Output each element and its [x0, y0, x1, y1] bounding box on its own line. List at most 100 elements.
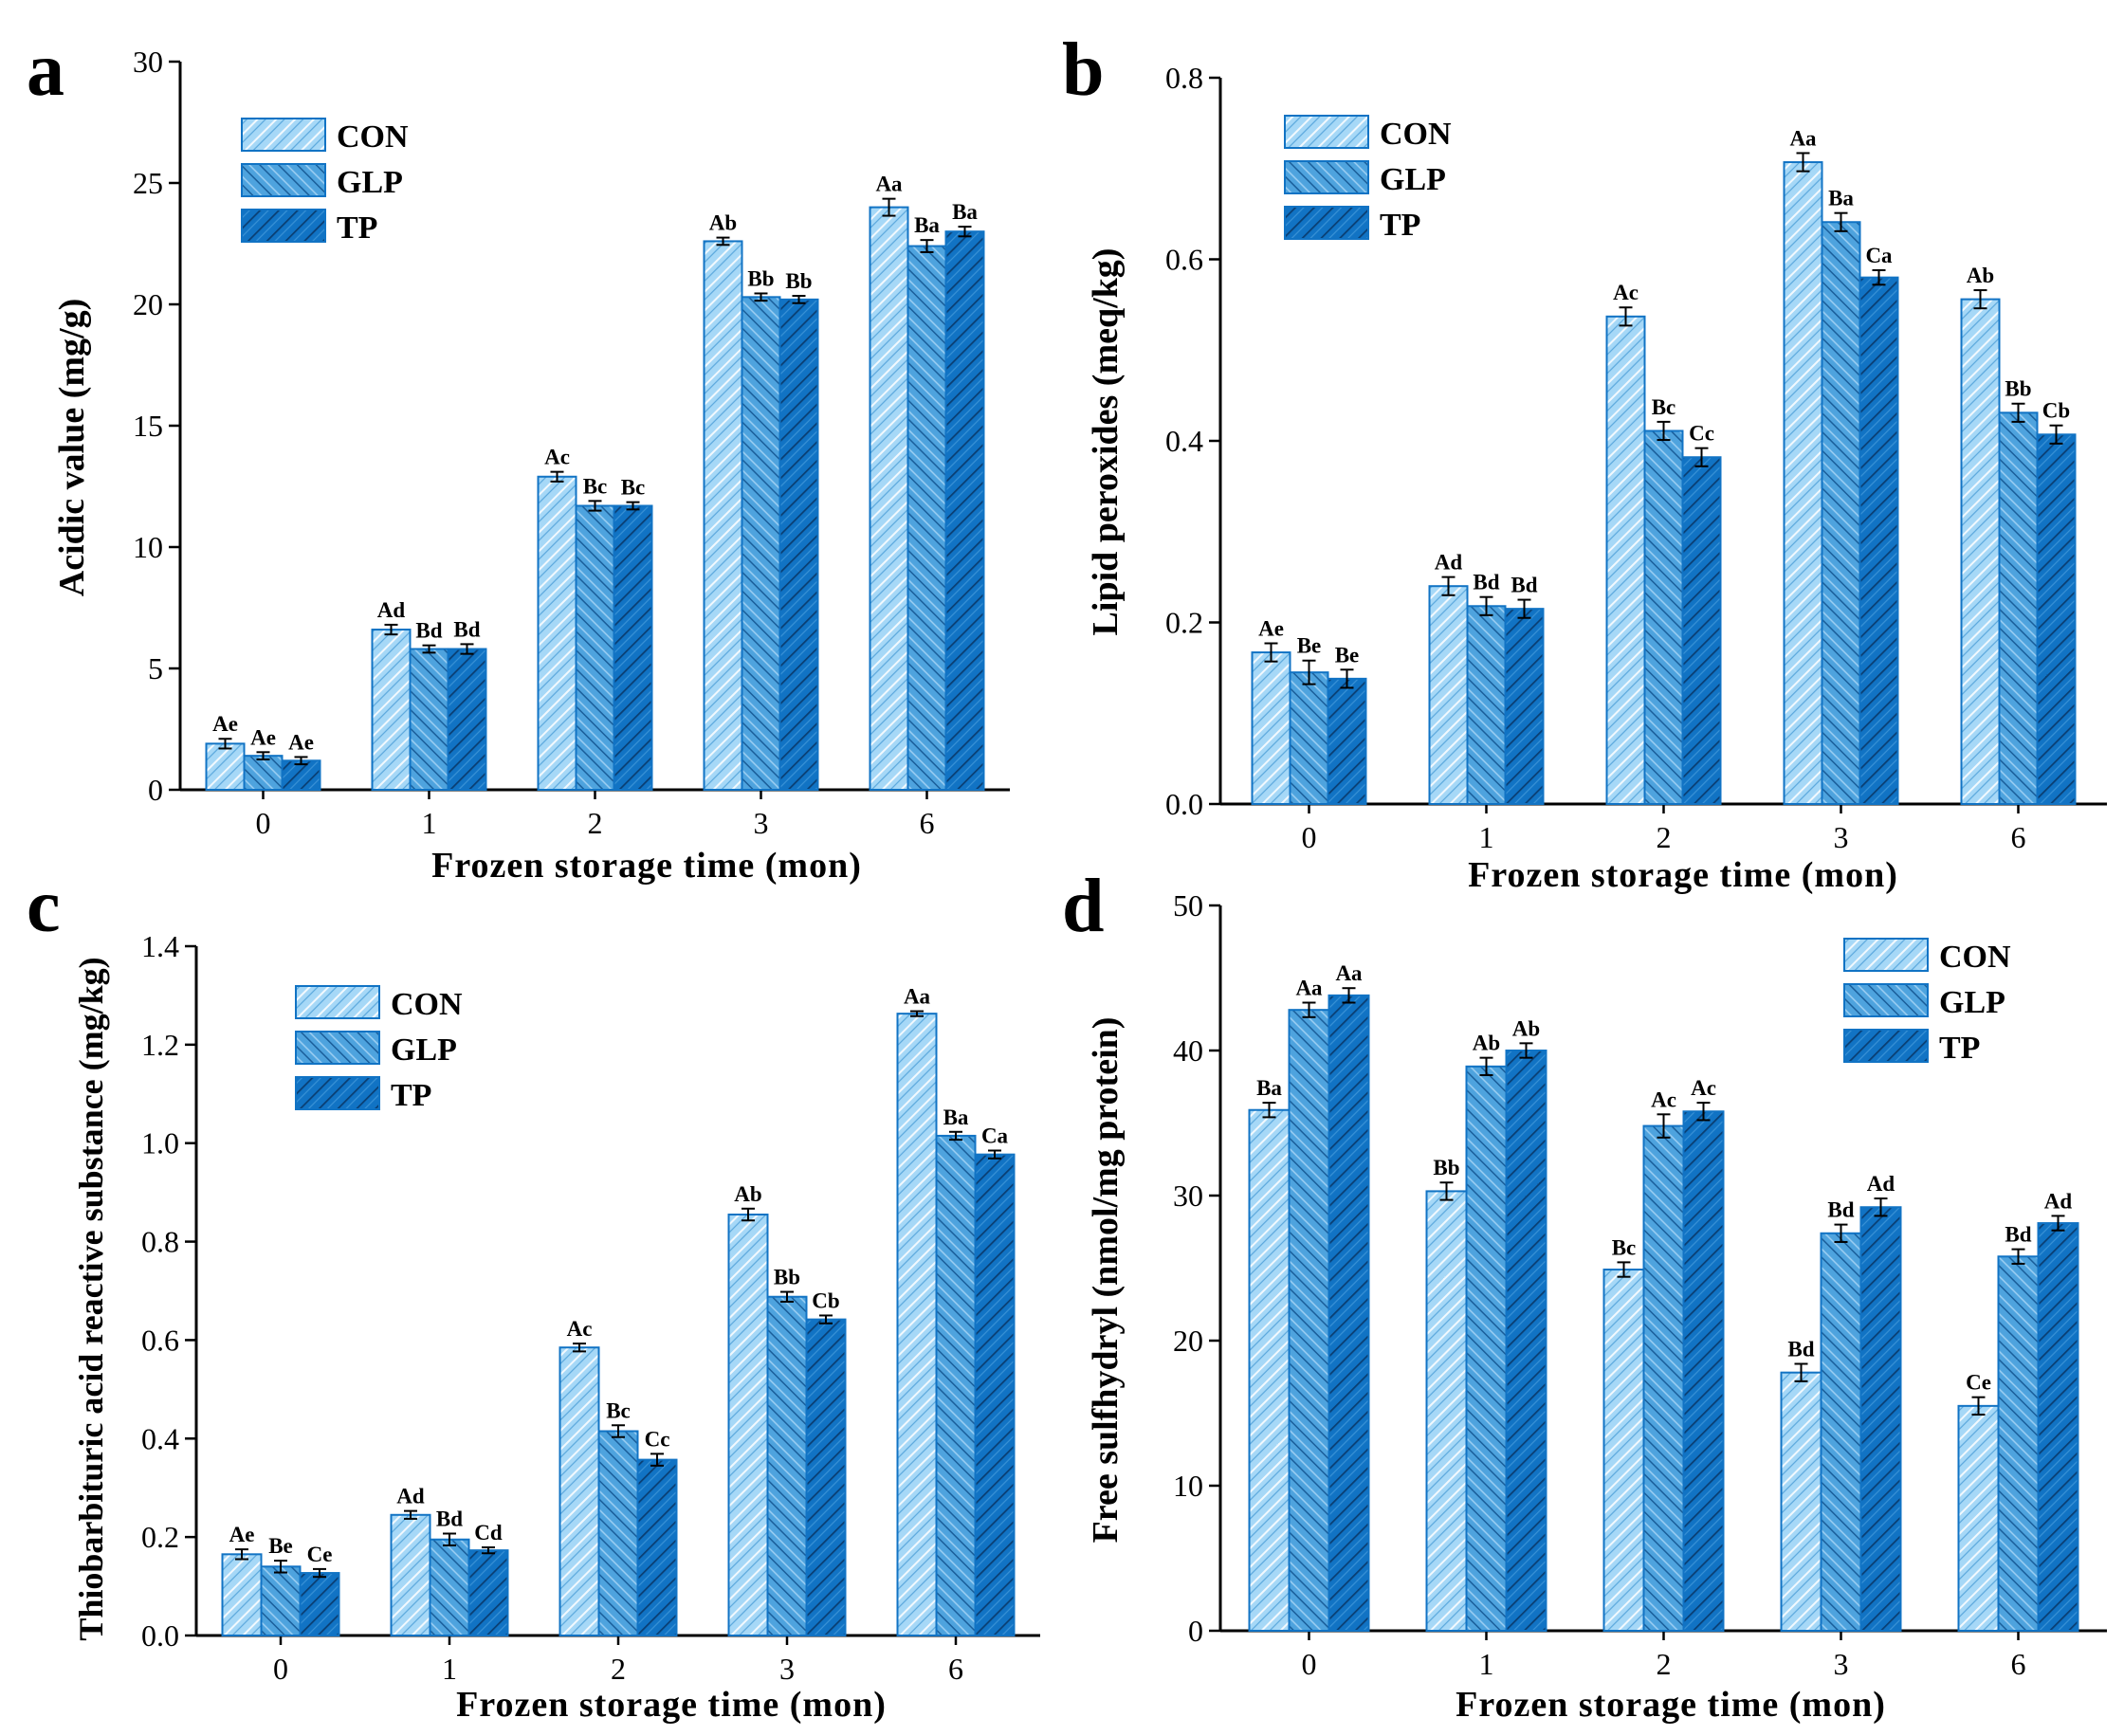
- data-label: Cc: [645, 1427, 670, 1451]
- bar-glp: [597, 1430, 639, 1637]
- legend-label: GLP: [1939, 985, 2005, 1020]
- data-label: Ad: [396, 1485, 425, 1508]
- data-label: Ca: [981, 1124, 1009, 1148]
- bar-glp: [575, 504, 615, 791]
- legend-label: GLP: [391, 1032, 457, 1068]
- legend: CON GLP TP: [1284, 115, 1452, 243]
- x-tick-label: 3: [779, 1652, 795, 1686]
- bar-tp: [613, 504, 653, 791]
- y-tick-label: 0.8: [141, 1225, 179, 1259]
- x-tick-label: 2: [1657, 1647, 1672, 1681]
- data-label: Ba: [943, 1106, 969, 1129]
- bar-glp: [906, 245, 947, 791]
- data-label: Cd: [474, 1521, 503, 1544]
- y-tick-label: 20: [133, 287, 163, 321]
- bar-glp: [935, 1134, 977, 1637]
- data-label: Aa: [1789, 126, 1817, 150]
- x-tick-label: 2: [611, 1652, 626, 1686]
- data-label: Ca: [1865, 244, 1893, 267]
- plot-area: 0 10 20 30 40 50 0 Ba Aa Aa 1 Bb Ab Ab 2 Bc Ac Ac 3 Bd Bd Ad 6…: [1173, 888, 2107, 1681]
- legend-swatch-glp: [241, 163, 326, 197]
- bar-con: [1248, 1108, 1291, 1632]
- x-tick-label: 6: [948, 1652, 963, 1686]
- bar-tp: [281, 759, 321, 792]
- legend-label: GLP: [1380, 162, 1446, 197]
- data-label: Bc: [1652, 395, 1676, 419]
- bar-con: [221, 1553, 263, 1637]
- x-tick-label: 1: [1479, 1647, 1494, 1681]
- data-label: Bb: [747, 266, 774, 290]
- bar-glp: [1288, 1009, 1330, 1633]
- bar-con: [727, 1214, 769, 1637]
- bar-con: [371, 629, 412, 791]
- bar-tp: [1327, 677, 1367, 805]
- data-label: Ab: [1967, 264, 1994, 287]
- x-axis-label: Frozen storage time (mon): [431, 846, 862, 886]
- data-label: Bd: [2005, 1223, 2031, 1247]
- data-label: Ae: [212, 712, 238, 736]
- legend: CON GLP TP: [295, 985, 463, 1113]
- data-label: Ac: [544, 446, 570, 469]
- bar-con: [1428, 585, 1469, 806]
- bar-tp: [1505, 1050, 1547, 1632]
- bar-glp: [1465, 1065, 1508, 1632]
- data-label: Bd: [436, 1508, 463, 1531]
- bar-glp: [1821, 221, 1861, 805]
- bar-con: [1783, 161, 1823, 806]
- plot-area: 0 5 10 15 20 25 30 0 Ae Ae Ae 1 Ad Bd Bd 2 Ac Bc Bc 3 Ab Bb Bb…: [133, 45, 1010, 840]
- legend-label: CON: [337, 119, 409, 155]
- data-label: Ad: [377, 598, 406, 622]
- bar-glp: [243, 755, 284, 791]
- legend-swatch-tp: [1843, 1029, 1929, 1063]
- x-tick-label: 6: [920, 806, 935, 840]
- y-tick-label: 0.2: [141, 1520, 179, 1554]
- data-label: Ce: [1966, 1371, 1991, 1395]
- bar-glp: [1642, 1124, 1685, 1633]
- x-tick-label: 1: [442, 1652, 457, 1686]
- bar-tp: [974, 1153, 1016, 1636]
- x-tick-label: 1: [1479, 820, 1494, 854]
- panel-letter: b: [1062, 28, 1105, 112]
- bar-tp: [1682, 1110, 1725, 1632]
- data-label: Ac: [567, 1317, 593, 1341]
- bar-glp: [1997, 1255, 2040, 1632]
- bar-con: [205, 742, 246, 791]
- y-tick-label: 0.4: [141, 1421, 179, 1455]
- data-label: Ac: [1613, 281, 1639, 304]
- data-label: Bc: [1612, 1235, 1637, 1259]
- data-label: Bc: [583, 474, 608, 498]
- y-tick-label: 0: [1188, 1614, 1203, 1648]
- data-label: Ba: [952, 200, 978, 224]
- bar-tp: [636, 1458, 678, 1636]
- y-tick-label: 10: [1173, 1469, 1203, 1503]
- panel-d: d Free sulfhydryl (nmol/mg protein) Froz…: [1062, 865, 2107, 1725]
- bar-glp: [1820, 1232, 1862, 1633]
- x-axis-label: Frozen storage time (mon): [456, 1685, 887, 1725]
- x-tick-label: 0: [273, 1652, 288, 1686]
- legend-swatch-glp: [1284, 160, 1369, 194]
- x-tick-label: 0: [256, 806, 271, 840]
- x-axis-label: Frozen storage time (mon): [1468, 855, 1898, 895]
- bar-tp: [2037, 1222, 2079, 1632]
- data-label: Ce: [307, 1543, 333, 1566]
- legend-swatch-tp: [1284, 206, 1369, 240]
- data-label: Cb: [812, 1288, 839, 1312]
- y-tick-label: 0.6: [141, 1323, 179, 1357]
- data-label: Bb: [774, 1266, 800, 1289]
- bar-tp: [778, 298, 819, 791]
- y-tick-label: 0.0: [1165, 787, 1203, 821]
- bar-con: [703, 240, 743, 791]
- legend-swatch-glp: [1843, 983, 1929, 1017]
- bar-glp: [429, 1538, 470, 1636]
- data-label: Aa: [1335, 961, 1363, 985]
- panel-letter: c: [27, 865, 61, 948]
- data-label: Ab: [1512, 1016, 1540, 1040]
- bar-tp: [805, 1318, 847, 1636]
- legend: CON GLP TP: [1843, 938, 2011, 1066]
- panel-b: b Lipid peroxides (meq/kg) Frozen storag…: [1062, 28, 2107, 895]
- data-label: Ae: [288, 730, 314, 754]
- panel-a: a Acidic value (mg/g) Frozen storage tim…: [27, 28, 1010, 886]
- data-label: Bd: [1473, 571, 1499, 594]
- bar-con: [896, 1013, 938, 1636]
